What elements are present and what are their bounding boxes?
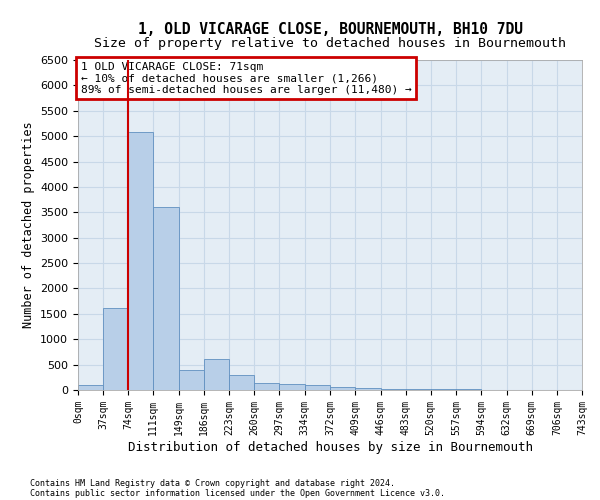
Bar <box>305 385 331 390</box>
Bar <box>78 385 103 390</box>
Bar <box>128 132 153 390</box>
Bar <box>179 370 204 390</box>
Text: Contains HM Land Registry data © Crown copyright and database right 2024.: Contains HM Land Registry data © Crown c… <box>30 478 395 488</box>
Text: Contains public sector information licensed under the Open Government Licence v3: Contains public sector information licen… <box>30 488 445 498</box>
Bar <box>103 308 128 390</box>
Text: 1 OLD VICARAGE CLOSE: 71sqm
← 10% of detached houses are smaller (1,266)
89% of : 1 OLD VICARAGE CLOSE: 71sqm ← 10% of det… <box>80 62 411 95</box>
Bar <box>153 207 179 390</box>
Bar <box>380 388 406 390</box>
Bar <box>456 389 481 390</box>
X-axis label: Distribution of detached houses by size in Bournemouth: Distribution of detached houses by size … <box>128 440 533 454</box>
Bar <box>280 384 305 390</box>
Bar <box>431 389 456 390</box>
Bar <box>331 388 355 390</box>
Bar <box>406 388 431 390</box>
Bar <box>254 384 280 390</box>
Y-axis label: Number of detached properties: Number of detached properties <box>22 122 35 328</box>
Bar <box>204 358 229 390</box>
Text: 1, OLD VICARAGE CLOSE, BOURNEMOUTH, BH10 7DU: 1, OLD VICARAGE CLOSE, BOURNEMOUTH, BH10… <box>137 22 523 38</box>
Bar <box>229 375 254 390</box>
Bar <box>355 388 380 390</box>
Text: Size of property relative to detached houses in Bournemouth: Size of property relative to detached ho… <box>94 38 566 51</box>
